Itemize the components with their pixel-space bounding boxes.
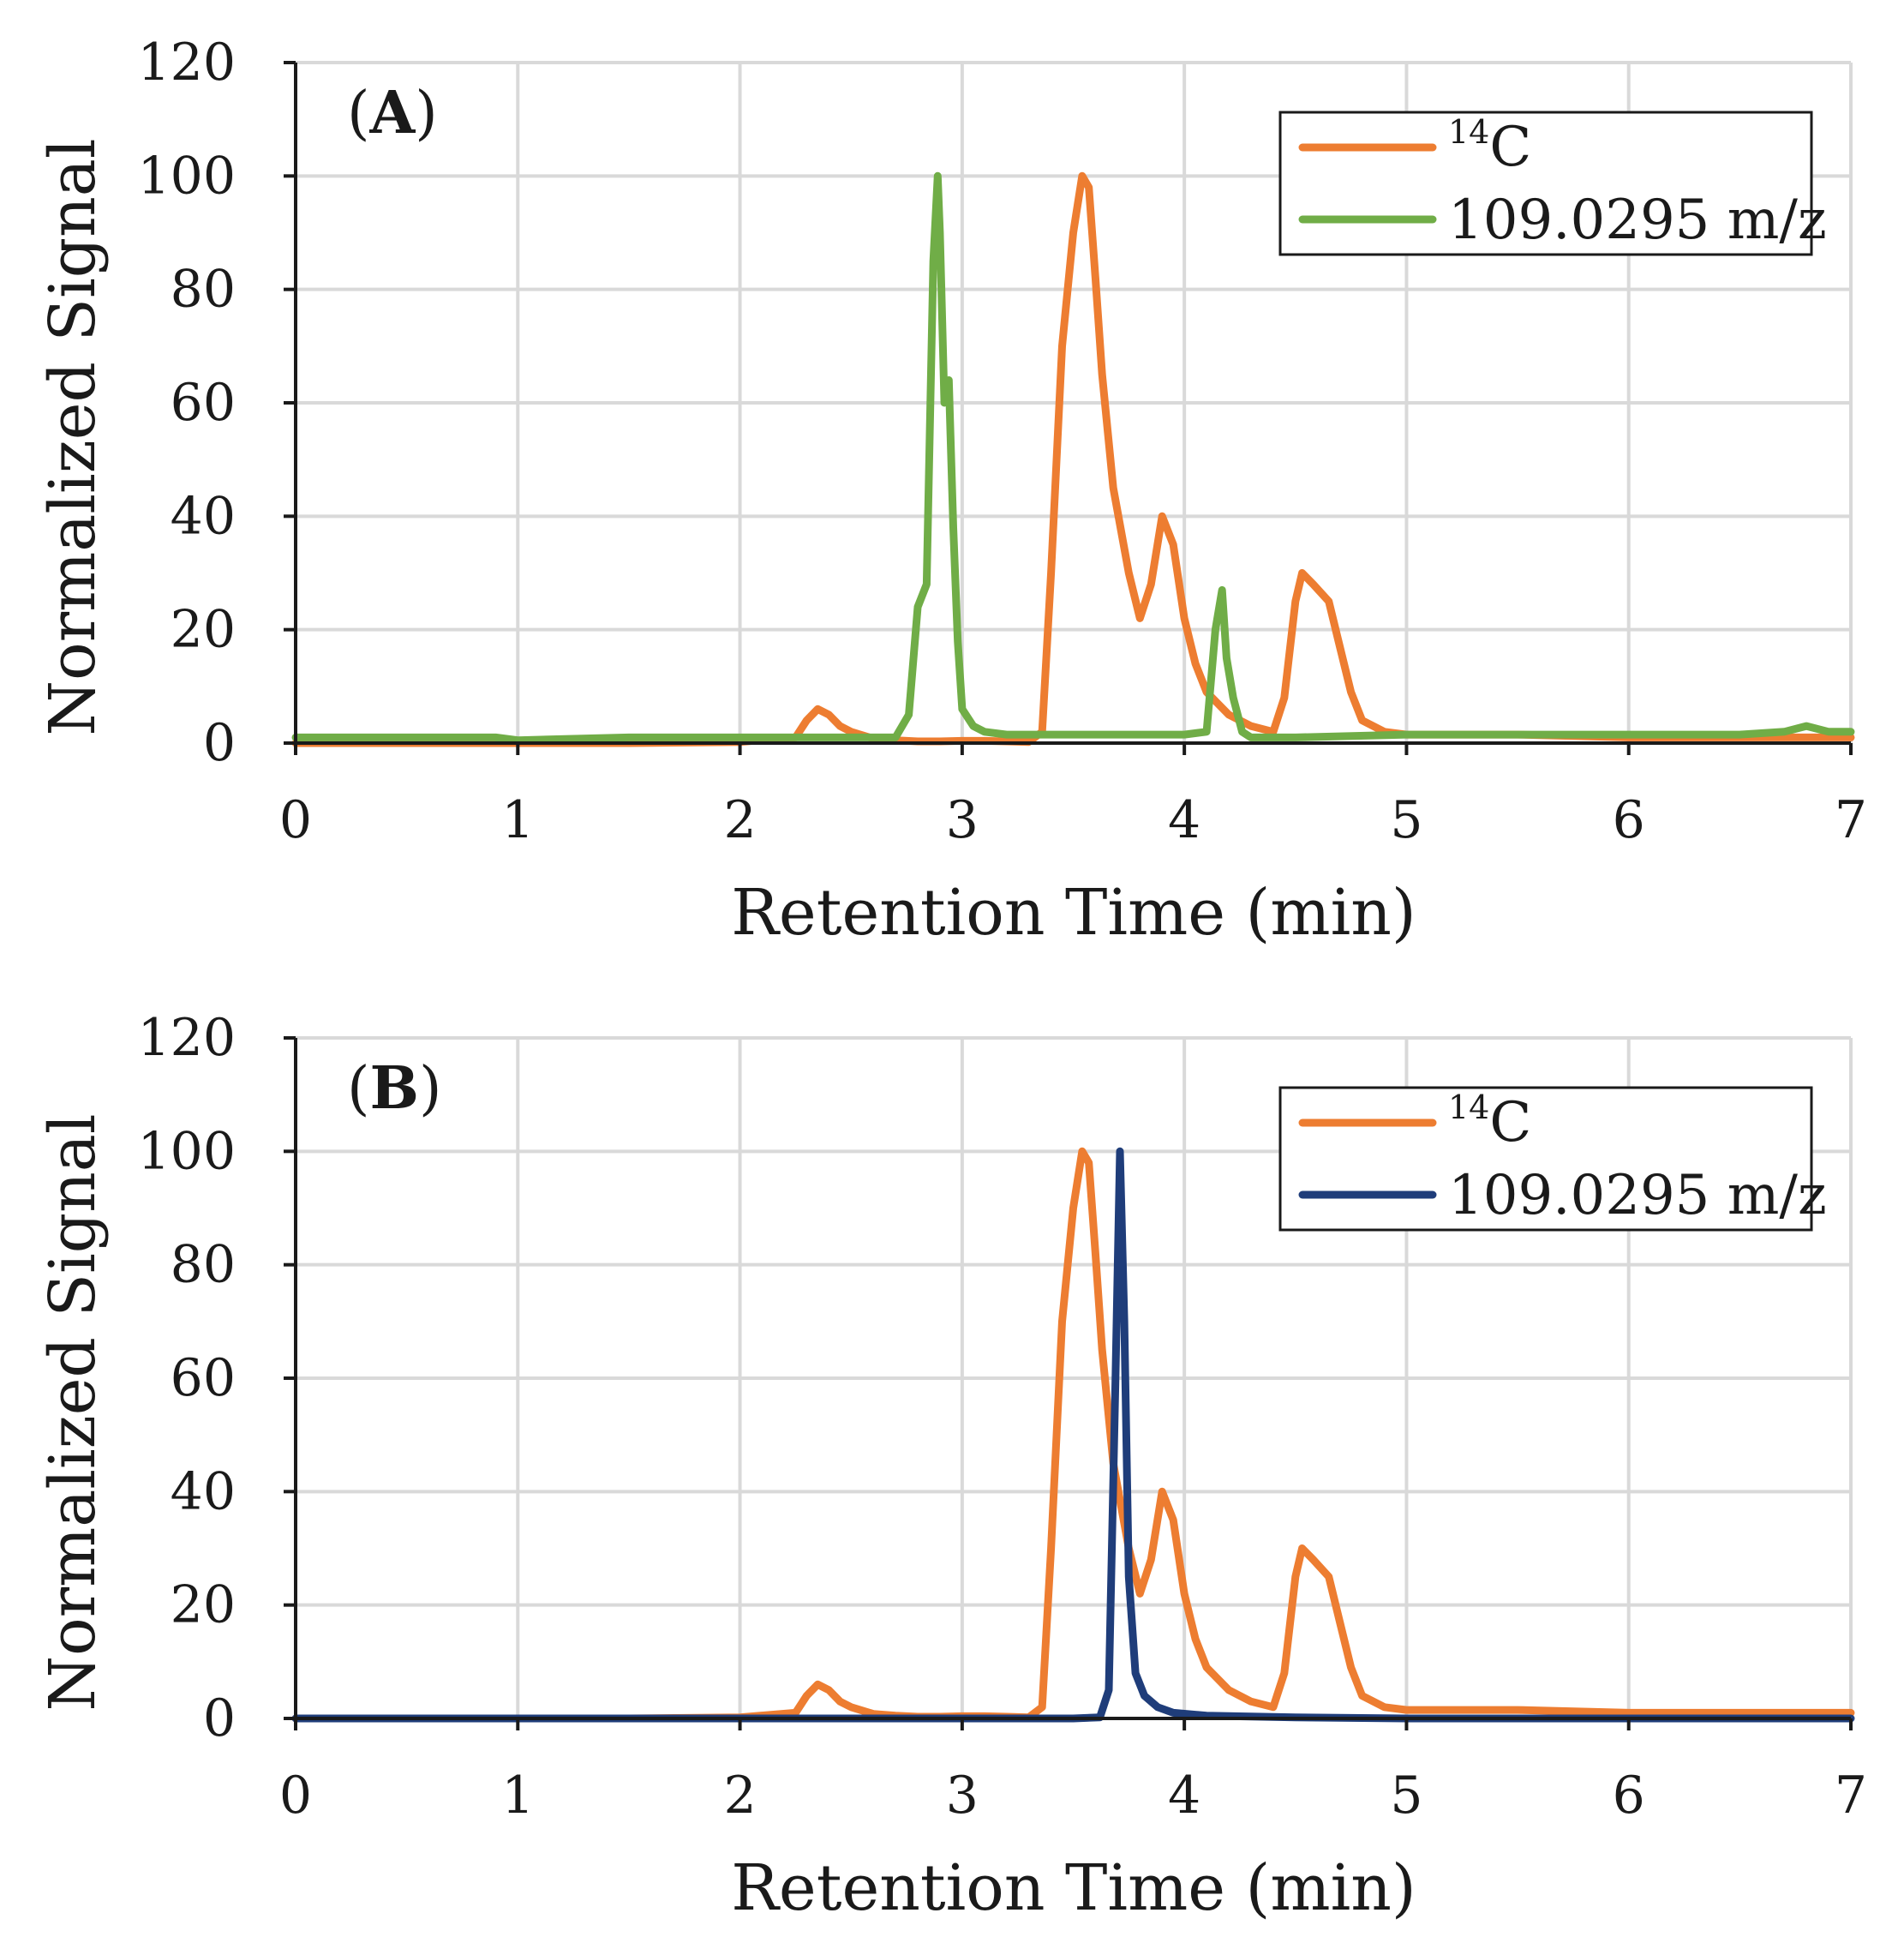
panel-label: (A) xyxy=(347,79,438,147)
panel-label: (B) xyxy=(347,1054,442,1123)
y-axis-title: Normalized Signal xyxy=(36,1113,110,1711)
y-tick-labels: 0 20 40 60 80 100 120 xyxy=(137,33,236,773)
y-tick-label: 120 xyxy=(137,1008,236,1068)
x-tick-label: 1 xyxy=(501,790,534,850)
chart-panel-b: 0 20 40 60 80 100 120 0 1 2 3 4 5 6 7 Retention Time … xyxy=(36,1008,1867,1925)
y-tick-label: 20 xyxy=(171,600,236,660)
x-tick-label: 4 xyxy=(1168,790,1200,850)
y-tick-label: 60 xyxy=(171,1348,236,1408)
legend-label-14c-sup: 14 xyxy=(1448,1088,1489,1126)
legend-label-14c-text: C xyxy=(1489,116,1531,179)
y-tick-label: 120 xyxy=(137,33,236,93)
x-tick-label: 3 xyxy=(946,790,979,850)
x-tick-label: 5 xyxy=(1390,790,1422,850)
legend-label-14c-sup: 14 xyxy=(1448,113,1489,151)
series-line-14c xyxy=(291,171,1855,747)
x-tick-label: 6 xyxy=(1613,1766,1645,1826)
x-tick-labels: 0 1 2 3 4 5 6 7 xyxy=(279,1766,1867,1826)
y-tick-labels: 0 20 40 60 80 100 120 xyxy=(137,1008,236,1748)
legend-box xyxy=(1278,1086,1813,1232)
x-tick-label: 3 xyxy=(946,1766,979,1826)
y-tick-label: 80 xyxy=(171,260,236,320)
x-tick-label: 6 xyxy=(1613,790,1645,850)
legend-label-14c: 14C xyxy=(1448,113,1531,179)
panel-label-letter: A xyxy=(369,79,416,147)
axes xyxy=(284,61,1853,755)
x-tick-label: 1 xyxy=(501,1766,534,1826)
series-line-14c xyxy=(291,1147,1855,1723)
y-tick-label: 100 xyxy=(137,1121,236,1181)
x-tick-label: 7 xyxy=(1835,790,1867,850)
x-tick-label: 2 xyxy=(723,790,756,850)
gridlines xyxy=(296,1036,1853,1718)
legend-box xyxy=(1278,111,1813,256)
panel-label-letter: B xyxy=(370,1054,419,1123)
y-tick-label: 20 xyxy=(171,1575,236,1635)
y-tick-label: 100 xyxy=(137,146,236,206)
series-layer xyxy=(291,171,1855,747)
y-tick-label: 0 xyxy=(203,1688,236,1748)
y-tick-label: 40 xyxy=(171,1461,236,1521)
x-tick-labels: 0 1 2 3 4 5 6 7 xyxy=(279,790,1867,850)
series-layer xyxy=(291,1147,1855,1723)
y-tick-label: 40 xyxy=(171,486,236,546)
legend: 14C 109.0295 m/z xyxy=(1278,1086,1827,1232)
x-tick-label: 4 xyxy=(1168,1766,1200,1826)
y-tick-label: 60 xyxy=(171,373,236,433)
y-tick-label: 0 xyxy=(203,713,236,773)
series-line-109-0295-m-z xyxy=(291,171,1855,745)
y-axis-title: Normalized Signal xyxy=(36,138,110,735)
legend-label-mz: 109.0295 m/z xyxy=(1448,189,1827,252)
x-tick-label: 5 xyxy=(1390,1766,1422,1826)
x-tick-label: 0 xyxy=(279,790,312,850)
legend-label-mz: 109.0295 m/z xyxy=(1448,1164,1827,1227)
x-tick-label: 7 xyxy=(1835,1766,1867,1826)
legend: 14C 109.0295 m/z xyxy=(1278,111,1827,256)
legend-label-14c: 14C xyxy=(1448,1088,1531,1154)
x-axis-title: Retention Time (min) xyxy=(731,1851,1416,1925)
y-tick-label: 80 xyxy=(171,1235,236,1295)
x-tick-label: 0 xyxy=(279,1766,312,1826)
x-axis-title: Retention Time (min) xyxy=(731,876,1416,950)
x-tick-label: 2 xyxy=(723,1766,756,1826)
legend-label-14c-text: C xyxy=(1489,1091,1531,1154)
axes xyxy=(284,1036,1853,1730)
chart-panel-a: 0 20 40 60 80 100 120 0 1 2 3 4 5 6 7 Retention Time … xyxy=(36,33,1867,950)
